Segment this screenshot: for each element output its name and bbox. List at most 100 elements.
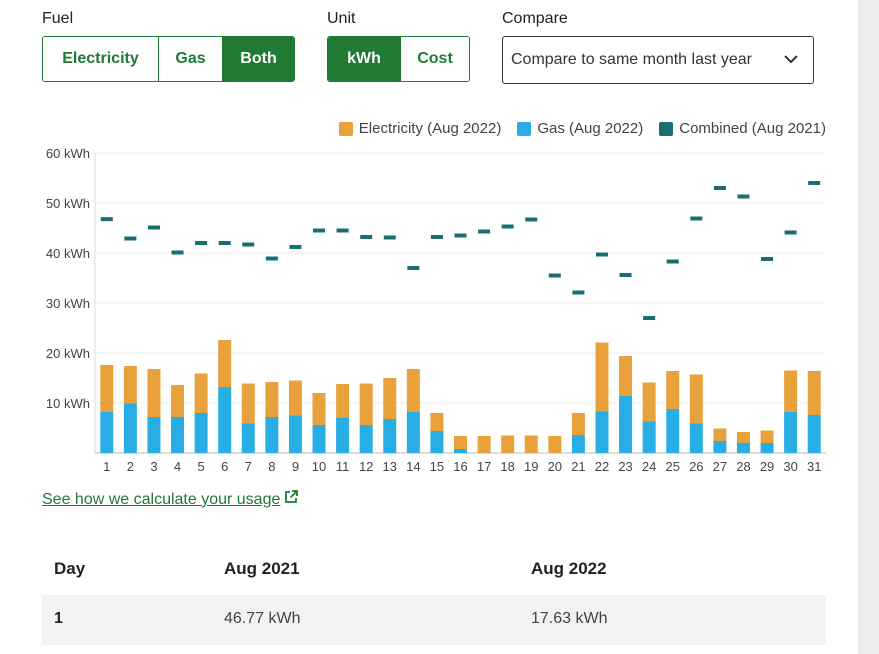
fuel-label: Fuel — [42, 10, 74, 27]
x-tick-label: 30 — [783, 459, 797, 474]
electricity-bar — [524, 435, 538, 453]
combined-marker — [501, 224, 514, 229]
combined-marker — [195, 241, 208, 245]
gas-bar — [288, 415, 302, 453]
legend-gas[interactable]: Gas (Aug 2022) — [517, 120, 643, 137]
electricity-bar — [595, 342, 609, 412]
unit-cost-button[interactable]: Cost — [400, 37, 469, 81]
combined-marker — [383, 235, 396, 240]
electricity-bar — [713, 428, 727, 441]
x-tick-label: 15 — [430, 459, 444, 474]
electricity-bar — [642, 382, 656, 422]
gas-bar — [194, 413, 208, 453]
combined-marker — [218, 241, 231, 245]
x-tick-label: 9 — [292, 459, 299, 474]
electricity-bar — [383, 378, 397, 419]
compare-label: Compare — [502, 10, 568, 27]
calculation-info-link[interactable]: See how we calculate your usage — [42, 490, 299, 509]
gas-bar — [171, 417, 185, 453]
combined-marker — [478, 229, 491, 234]
electricity-bar — [241, 383, 255, 424]
electricity-bar — [406, 369, 420, 412]
x-tick-label: 21 — [571, 459, 585, 474]
y-tick-label: 60 kWh — [46, 146, 90, 161]
gas-bar — [642, 421, 656, 453]
header-day: Day — [54, 559, 86, 578]
cell-aug-2022: 17.63 kWh — [531, 610, 608, 627]
y-tick-label: 30 kWh — [46, 296, 90, 311]
x-tick-label: 23 — [618, 459, 632, 474]
x-tick-label: 17 — [477, 459, 491, 474]
gas-bar — [359, 425, 373, 453]
unit-kwh-button[interactable]: kWh — [328, 37, 400, 81]
combined-marker — [147, 225, 160, 230]
compare-select[interactable]: Compare to same month last year — [502, 36, 814, 84]
electricity-bar — [689, 374, 703, 424]
legend-electricity[interactable]: Electricity (Aug 2022) — [338, 120, 502, 137]
gas-bar — [619, 396, 633, 453]
combined-marker — [454, 233, 467, 238]
electricity-bar — [477, 436, 491, 453]
gas-bar — [736, 443, 750, 453]
unit-toggle: kWh Cost — [327, 36, 470, 82]
cell-aug-2021: 46.77 kWh — [224, 610, 301, 627]
gas-bar — [218, 387, 232, 453]
x-tick-label: 7 — [245, 459, 252, 474]
x-tick-label: 19 — [524, 459, 538, 474]
legend-combined[interactable]: Combined (Aug 2021) — [659, 120, 826, 137]
electricity-bar — [265, 382, 279, 417]
combined-marker — [124, 236, 137, 241]
fuel-both-button[interactable]: Both — [222, 37, 294, 81]
electricity-bar — [736, 432, 750, 443]
fuel-electricity-button[interactable]: Electricity — [43, 37, 158, 81]
usage-table-header: Day Aug 2021 Aug 2022 — [42, 545, 826, 596]
x-tick-label: 1 — [103, 459, 110, 474]
electricity-bar — [336, 384, 350, 418]
x-tick-label: 28 — [736, 459, 750, 474]
gas-bar — [666, 409, 680, 453]
legend-electricity-label: Electricity (Aug 2022) — [358, 120, 502, 137]
gas-bar — [336, 418, 350, 453]
electricity-bar — [501, 435, 515, 453]
x-tick-label: 14 — [406, 459, 420, 474]
electricity-bar — [218, 340, 232, 387]
combined-marker — [265, 256, 278, 261]
gas-bar — [312, 425, 326, 453]
electricity-bar — [288, 380, 302, 416]
x-tick-label: 13 — [383, 459, 397, 474]
gas-bar — [406, 412, 420, 453]
combined-marker — [713, 186, 726, 190]
combined-marker — [572, 290, 585, 295]
gas-bar — [784, 412, 798, 453]
x-tick-label: 10 — [312, 459, 326, 474]
x-tick-label: 5 — [197, 459, 204, 474]
y-tick-label: 20 kWh — [46, 346, 90, 361]
x-tick-label: 4 — [174, 459, 181, 474]
electricity-bar — [312, 393, 326, 425]
combined-swatch — [659, 121, 674, 136]
gas-bar — [454, 449, 467, 453]
usage-card: Fuel Electricity Gas Both Unit kWh Cost … — [0, 0, 858, 654]
electricity-bar — [784, 370, 798, 412]
x-tick-label: 27 — [713, 459, 727, 474]
electricity-bar — [194, 373, 208, 413]
combined-marker — [313, 228, 326, 233]
combined-marker — [761, 257, 774, 261]
x-tick-label: 6 — [221, 459, 228, 474]
electricity-bar — [100, 365, 114, 412]
combined-marker — [548, 273, 561, 278]
electricity-bar — [171, 385, 185, 417]
external-link-icon — [284, 490, 299, 509]
fuel-gas-button[interactable]: Gas — [158, 37, 222, 81]
combined-marker — [690, 216, 703, 221]
fuel-toggle: Electricity Gas Both — [42, 36, 295, 82]
calculation-info-link-text: See how we calculate your usage — [42, 490, 281, 508]
x-tick-label: 2 — [127, 459, 134, 474]
combined-marker — [808, 181, 821, 185]
legend-gas-label: Gas (Aug 2022) — [537, 120, 644, 137]
gas-bar — [383, 419, 397, 453]
x-tick-label: 8 — [268, 459, 275, 474]
table-row: 1 46.77 kWh 17.63 kWh — [42, 595, 826, 645]
gas-bar — [123, 403, 137, 453]
